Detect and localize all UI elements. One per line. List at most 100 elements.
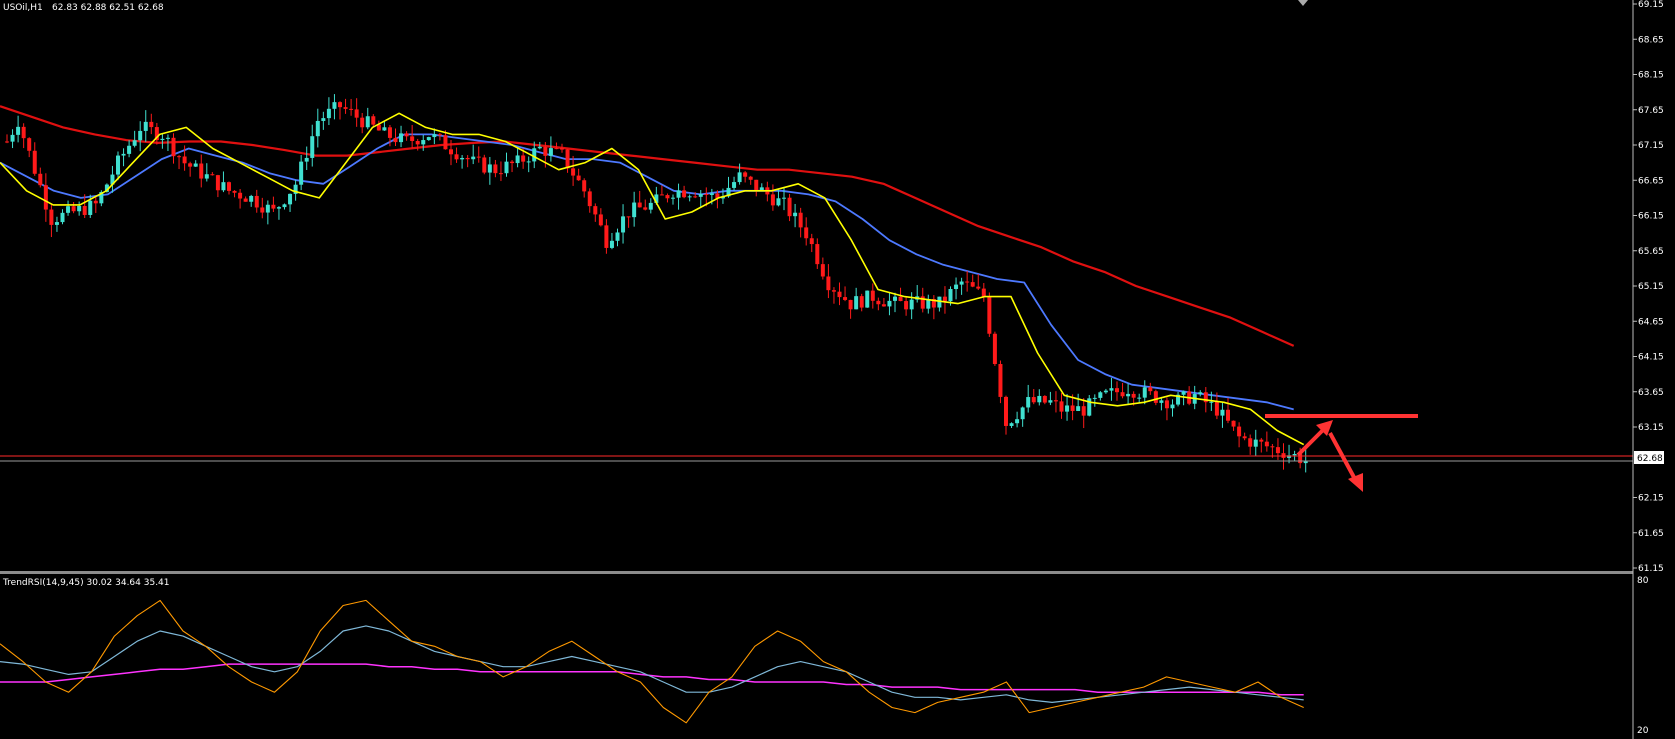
candle-body	[576, 175, 581, 181]
candle-body	[510, 161, 515, 164]
candle-body	[43, 185, 48, 210]
candle-body	[93, 200, 98, 204]
candle-body	[831, 290, 836, 292]
candle-body	[909, 299, 914, 310]
candle-body	[1226, 409, 1230, 421]
candle-body	[1164, 400, 1169, 409]
price-tick-label: 63.15	[1638, 423, 1664, 433]
candle-body	[204, 174, 209, 179]
scroll-marker-icon[interactable]	[1298, 0, 1308, 6]
current-price-tag: 62.68	[1634, 451, 1664, 464]
candle-body	[138, 130, 143, 141]
candle-body	[537, 146, 542, 149]
candle-body	[859, 296, 864, 308]
candle-body	[904, 301, 909, 310]
candle-body	[870, 290, 875, 301]
candle-body	[288, 193, 293, 205]
candle-body	[604, 225, 609, 248]
candle-body	[704, 193, 709, 195]
candle-body	[887, 300, 892, 307]
price-axis: 69.15 68.65 68.15 67.65 67.15 66.65 66.15 65.65…	[1633, 0, 1664, 574]
candle-body	[282, 204, 287, 208]
candle-body	[926, 299, 931, 309]
candle-body	[1270, 446, 1275, 448]
candle-body	[898, 296, 903, 302]
candle-body	[193, 163, 198, 167]
indicator-label: TrendRSI(14,9,45) 30.02 34.64 35.41	[2, 578, 170, 588]
rsi-panel[interactable]	[0, 599, 1304, 724]
candle-body	[820, 264, 825, 277]
candle-body	[976, 286, 981, 289]
up-arrow-shaft	[1296, 426, 1327, 457]
candle-body	[27, 138, 32, 151]
candle-body	[238, 192, 243, 199]
candle-body	[321, 118, 326, 121]
price-tick-label: 65.15	[1638, 282, 1664, 292]
candle-body	[127, 145, 132, 154]
candle-body	[1237, 426, 1242, 437]
candle-body	[992, 333, 997, 365]
candle-body	[315, 120, 320, 137]
up-arrow-head	[1316, 420, 1333, 436]
ma-fast-line	[0, 112, 1305, 446]
rsi-fast-line	[0, 599, 1304, 724]
candle-body	[643, 207, 648, 210]
ma-mid-line	[0, 133, 1294, 411]
candle-body	[465, 157, 470, 160]
candle-body	[693, 196, 698, 198]
candle-body	[299, 161, 304, 185]
price-panel[interactable]	[0, 94, 1633, 473]
candle-body	[1148, 387, 1153, 392]
candle-body	[371, 116, 376, 125]
candle-body	[865, 290, 870, 308]
candle-body	[132, 140, 137, 146]
candle-body	[382, 127, 387, 131]
candle-body	[338, 102, 342, 108]
candle-body	[88, 200, 93, 215]
candle-body	[565, 149, 570, 169]
candle-body	[471, 156, 476, 160]
candle-body	[165, 137, 170, 139]
candle-body	[1176, 394, 1181, 405]
candles	[5, 94, 1308, 473]
candle-body	[543, 146, 548, 156]
candle-body	[793, 212, 798, 217]
candle-body	[1298, 454, 1303, 464]
candle-body	[698, 193, 703, 197]
candle-body	[1126, 393, 1131, 397]
ohlc-label: 62.83 62.88 62.51 62.68	[52, 3, 164, 13]
candle-body	[848, 299, 853, 310]
candle-body	[1303, 460, 1308, 464]
candle-body	[787, 197, 792, 217]
candle-body	[1131, 393, 1136, 398]
candle-body	[343, 107, 348, 109]
candle-body	[665, 195, 670, 199]
candle-body	[387, 127, 392, 138]
candle-body	[360, 117, 365, 128]
ma-slow-line-path	[0, 105, 1295, 347]
candle-body	[1292, 454, 1297, 456]
trade-annotation	[1265, 414, 1418, 492]
candle-body	[1120, 392, 1125, 397]
candle-body	[1026, 397, 1031, 408]
candle-body	[854, 296, 859, 310]
candle-body	[304, 157, 309, 162]
candle-body	[632, 202, 637, 218]
candle-body	[587, 191, 592, 207]
panel-separator[interactable]	[0, 571, 1633, 574]
candle-body	[215, 175, 220, 191]
candle-body	[621, 216, 626, 233]
candle-body	[942, 296, 947, 302]
candle-body	[188, 163, 193, 167]
candle-body	[32, 150, 37, 174]
candle-body	[66, 206, 71, 213]
candle-body	[1264, 441, 1269, 447]
candle-body	[1153, 391, 1158, 403]
candle-body	[326, 108, 331, 119]
price-tick-label: 66.15	[1638, 212, 1664, 222]
candle-body	[332, 102, 337, 109]
candle-body	[493, 164, 498, 174]
candle-body	[1259, 439, 1264, 442]
